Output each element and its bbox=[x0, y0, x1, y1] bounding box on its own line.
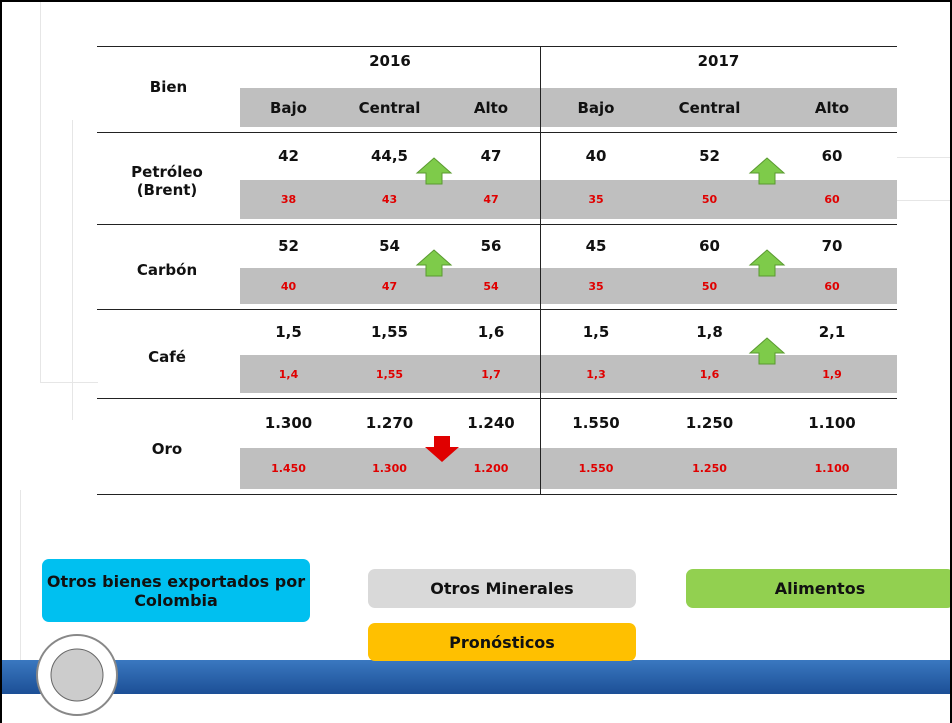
value: 44,5 bbox=[370, 147, 408, 165]
previous-value: 1.200 bbox=[473, 462, 509, 475]
column-rule bbox=[540, 46, 541, 494]
up-arrow bbox=[748, 249, 786, 277]
previous-value: 1,3 bbox=[586, 367, 606, 381]
logo bbox=[36, 634, 118, 716]
value: 70 bbox=[821, 237, 843, 255]
decor-line bbox=[40, 382, 98, 383]
value: 52 bbox=[699, 147, 720, 165]
footer-band bbox=[2, 660, 950, 694]
value: 47 bbox=[480, 147, 502, 165]
previous-value: 1,9 bbox=[822, 367, 842, 381]
value: 1,5 bbox=[275, 323, 302, 341]
value: 1,5 bbox=[582, 323, 610, 341]
value: 54 bbox=[379, 237, 400, 255]
previous-value: 1.250 bbox=[692, 462, 727, 475]
value: 40 bbox=[585, 147, 607, 165]
value: 60 bbox=[821, 147, 843, 165]
previous-value: 60 bbox=[824, 279, 840, 293]
previous-value: 1.450 bbox=[271, 462, 306, 475]
previous-value: 60 bbox=[824, 193, 840, 206]
decor-line bbox=[40, 2, 41, 382]
year-header: 2017 bbox=[697, 52, 740, 70]
header-band bbox=[240, 88, 897, 127]
year-header: 2016 bbox=[369, 52, 411, 70]
button[interactable]: Otros Minerales bbox=[368, 569, 636, 608]
row-name: Carbón bbox=[136, 260, 198, 279]
table-rule bbox=[97, 309, 897, 310]
decor-line bbox=[897, 157, 950, 158]
up-arrow bbox=[748, 157, 786, 185]
row-name: Café bbox=[148, 347, 186, 366]
previous-value: 1.550 bbox=[578, 462, 614, 475]
previous-value: 43 bbox=[381, 193, 398, 206]
value: 1.270 bbox=[365, 414, 414, 432]
value: 1.550 bbox=[572, 414, 620, 432]
value: 60 bbox=[699, 237, 720, 255]
decor-line bbox=[897, 200, 950, 201]
value: 2,1 bbox=[818, 323, 846, 341]
header-bien: Bien bbox=[149, 77, 188, 96]
up-arrow bbox=[748, 337, 786, 365]
level-header: Alto bbox=[473, 98, 509, 117]
value: 1.100 bbox=[808, 414, 856, 432]
level-header: Central bbox=[358, 98, 421, 117]
previous-value: 1.300 bbox=[372, 462, 407, 475]
previous-value: 40 bbox=[280, 279, 297, 293]
previous-value: 1,6 bbox=[699, 367, 720, 381]
previous-value: 1,55 bbox=[375, 367, 404, 381]
previous-value: 35 bbox=[588, 193, 604, 206]
previous-value: 1,7 bbox=[481, 367, 501, 381]
table-rule bbox=[97, 224, 897, 225]
value: 1.250 bbox=[685, 414, 734, 432]
previous-value: 47 bbox=[483, 193, 499, 206]
value: 1,6 bbox=[477, 323, 505, 341]
decor-line bbox=[72, 120, 73, 420]
up-arrow bbox=[415, 157, 453, 185]
previous-value: 47 bbox=[381, 279, 398, 293]
value: 1,55 bbox=[370, 323, 408, 341]
value: 52 bbox=[278, 237, 299, 255]
value: 56 bbox=[480, 237, 502, 255]
level-header: Bajo bbox=[269, 98, 307, 117]
table-rule bbox=[97, 494, 897, 495]
table-rule bbox=[97, 46, 897, 47]
row-name: Petróleo (Brent) bbox=[131, 163, 203, 199]
previous-value: 1.100 bbox=[814, 462, 850, 475]
row-band bbox=[240, 180, 897, 219]
level-header: Central bbox=[678, 98, 741, 117]
value: 45 bbox=[585, 237, 607, 255]
value: 42 bbox=[278, 147, 299, 165]
row-band bbox=[240, 448, 897, 489]
previous-value: 1,4 bbox=[278, 367, 299, 381]
row-name: Oro bbox=[151, 440, 183, 458]
previous-value: 38 bbox=[280, 193, 297, 206]
value: 1.300 bbox=[264, 414, 313, 432]
table-rule bbox=[97, 132, 897, 133]
button[interactable]: Otros bienes exportados por Colombia bbox=[42, 559, 310, 622]
down-arrow bbox=[425, 436, 459, 462]
row-band bbox=[240, 355, 897, 393]
level-header: Bajo bbox=[577, 98, 615, 117]
previous-value: 35 bbox=[588, 279, 604, 293]
up-arrow bbox=[415, 249, 453, 277]
value: 1,8 bbox=[696, 323, 723, 341]
previous-value: 54 bbox=[483, 279, 499, 293]
previous-value: 50 bbox=[701, 279, 718, 293]
button[interactable]: Alimentos bbox=[686, 569, 950, 608]
previous-value: 50 bbox=[701, 193, 718, 206]
decor-line bbox=[20, 490, 21, 690]
row-band bbox=[240, 268, 897, 304]
button[interactable]: Pronósticos bbox=[368, 623, 636, 661]
value: 1.240 bbox=[467, 414, 515, 432]
level-header: Alto bbox=[814, 98, 850, 117]
table-rule bbox=[97, 398, 897, 399]
